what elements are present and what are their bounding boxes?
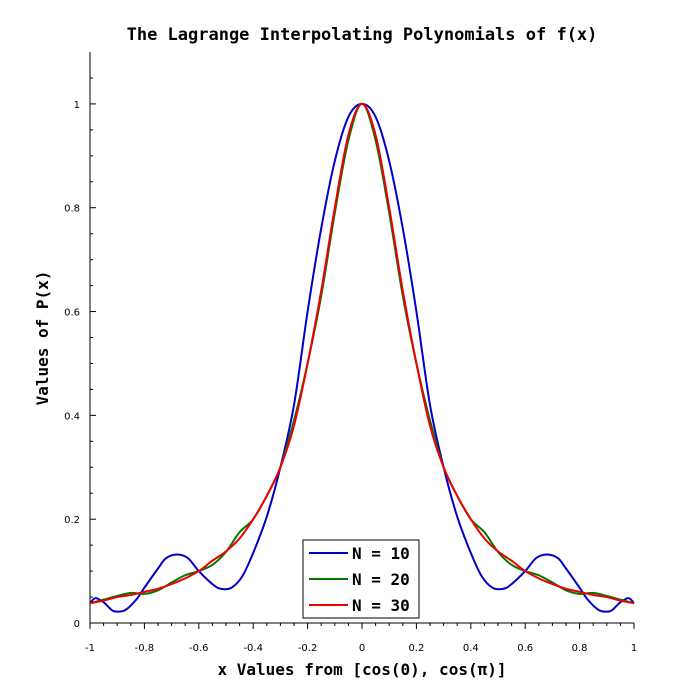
y-tick-label: 0 [74,619,80,630]
x-tick-label: 0.2 [408,643,424,654]
legend-label: N = 10 [352,544,410,563]
x-tick-label: 0.8 [572,643,588,654]
x-tick-label: -0.8 [135,643,155,654]
legend-label: N = 20 [352,570,410,589]
y-tick-label: 0.4 [64,411,80,422]
chart-title: The Lagrange Interpolating Polynomials o… [127,25,598,45]
y-tick-label: 0.6 [64,308,80,319]
x-tick-label: 0.6 [517,643,533,654]
series-line-n1 [89,102,635,613]
series-layer [89,102,635,613]
x-tick-label: 0.4 [463,643,479,654]
series-line-n2 [89,102,635,605]
x-tick-label: -0.4 [243,643,263,654]
plot-area [89,52,634,624]
y-axis-ticks: 0 0.2 0.4 0.6 0.8 1 [64,77,96,630]
x-tick-label: 0 [359,643,365,654]
y-axis-label: Values of P(x) [33,271,52,406]
x-tick-label: -0.2 [298,643,318,654]
y-tick-label: 0.2 [64,515,80,526]
y-tick-label: 0.8 [64,204,80,215]
x-tick-label: 1 [631,643,637,654]
y-tick-label: 1 [74,100,80,111]
legend-label: N = 30 [352,596,410,615]
x-tick-label: -0.6 [189,643,209,654]
x-axis-ticks: -1 -0.8 -0.6 -0.4 -0.2 0 0.2 0.4 0.6 0.8 1 [85,623,637,654]
legend: N = 10 N = 20 N = 30 [302,539,420,619]
series-line-n3 [89,102,635,605]
x-axis-label: x Values from [cos(0), cos(π)] [218,660,507,679]
x-tick-label: -1 [85,643,95,654]
